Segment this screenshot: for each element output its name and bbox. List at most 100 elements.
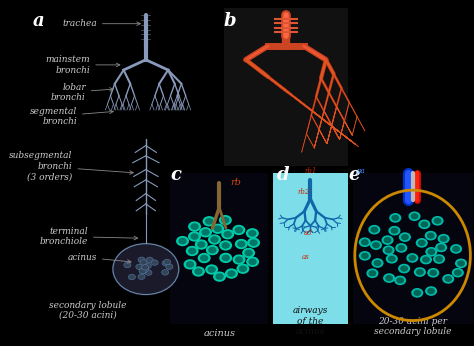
Circle shape: [419, 240, 425, 245]
Circle shape: [189, 232, 201, 241]
Text: c: c: [170, 166, 181, 184]
Circle shape: [412, 289, 423, 297]
Circle shape: [177, 237, 188, 246]
Circle shape: [453, 246, 459, 251]
Circle shape: [436, 243, 447, 252]
Circle shape: [369, 271, 375, 276]
Circle shape: [420, 255, 431, 264]
Circle shape: [164, 259, 171, 265]
Circle shape: [382, 236, 393, 244]
Text: rb: rb: [230, 178, 241, 187]
Circle shape: [233, 226, 245, 235]
Circle shape: [440, 236, 447, 241]
Circle shape: [386, 276, 392, 281]
Circle shape: [249, 231, 256, 236]
Circle shape: [209, 247, 216, 253]
Text: secondary lobule
(20-30 acini): secondary lobule (20-30 acini): [49, 301, 127, 320]
Circle shape: [458, 261, 464, 266]
Circle shape: [423, 257, 429, 262]
Circle shape: [372, 259, 383, 267]
Circle shape: [145, 270, 152, 275]
Circle shape: [214, 272, 225, 281]
Circle shape: [359, 252, 370, 260]
Circle shape: [206, 219, 212, 224]
Circle shape: [248, 238, 259, 247]
Circle shape: [436, 256, 442, 262]
Circle shape: [443, 275, 454, 283]
Circle shape: [426, 287, 437, 295]
Circle shape: [211, 237, 218, 242]
Circle shape: [371, 241, 381, 249]
Circle shape: [146, 257, 153, 263]
Circle shape: [186, 246, 198, 255]
Circle shape: [203, 217, 215, 226]
Circle shape: [138, 257, 145, 263]
FancyBboxPatch shape: [170, 173, 268, 324]
Circle shape: [455, 270, 461, 275]
Text: trachea: trachea: [62, 19, 140, 28]
Text: ad: ad: [304, 229, 312, 237]
Circle shape: [206, 265, 218, 274]
Circle shape: [144, 263, 151, 269]
Circle shape: [222, 243, 229, 248]
Circle shape: [198, 242, 205, 247]
Circle shape: [383, 246, 394, 254]
Circle shape: [359, 238, 370, 246]
Circle shape: [398, 245, 404, 251]
Circle shape: [226, 269, 237, 278]
Circle shape: [373, 243, 379, 248]
Circle shape: [228, 271, 235, 276]
FancyBboxPatch shape: [224, 8, 348, 166]
Circle shape: [438, 245, 444, 250]
Circle shape: [214, 226, 221, 231]
Circle shape: [233, 255, 245, 264]
Circle shape: [390, 214, 401, 222]
Circle shape: [136, 264, 143, 270]
Circle shape: [428, 249, 435, 254]
Circle shape: [195, 240, 207, 249]
Circle shape: [415, 268, 425, 276]
Circle shape: [243, 248, 255, 257]
Text: airways
of the
acinus: airways of the acinus: [292, 306, 328, 336]
Circle shape: [419, 220, 429, 228]
Circle shape: [239, 266, 246, 271]
Circle shape: [179, 238, 186, 244]
Circle shape: [209, 235, 220, 244]
Circle shape: [425, 231, 436, 240]
Circle shape: [417, 239, 427, 247]
Text: d: d: [277, 166, 290, 184]
Circle shape: [409, 212, 420, 220]
Text: lobar
bronchi: lobar bronchi: [51, 83, 113, 102]
Circle shape: [128, 274, 136, 280]
Circle shape: [236, 239, 247, 248]
Circle shape: [202, 230, 209, 235]
Circle shape: [222, 218, 229, 223]
Circle shape: [456, 259, 466, 267]
Circle shape: [247, 257, 258, 266]
Circle shape: [428, 269, 438, 277]
Circle shape: [430, 270, 437, 275]
Text: as: as: [302, 253, 310, 261]
Circle shape: [407, 254, 418, 262]
Circle shape: [362, 253, 368, 258]
Circle shape: [222, 255, 229, 261]
Text: 20-30 acini per
secondary lobule: 20-30 acini per secondary lobule: [374, 317, 451, 336]
Circle shape: [389, 227, 400, 235]
Circle shape: [392, 216, 399, 220]
Circle shape: [391, 228, 398, 233]
Circle shape: [238, 242, 245, 247]
Circle shape: [138, 274, 145, 280]
Circle shape: [434, 218, 441, 223]
Circle shape: [195, 269, 202, 274]
FancyBboxPatch shape: [273, 173, 348, 324]
Text: pa: pa: [357, 167, 365, 175]
Circle shape: [139, 268, 146, 274]
Circle shape: [367, 269, 378, 277]
Text: terminal
bronchiole: terminal bronchiole: [40, 227, 137, 246]
Text: rb1: rb1: [304, 167, 317, 175]
Circle shape: [245, 250, 252, 256]
Circle shape: [399, 264, 410, 273]
Circle shape: [236, 257, 243, 262]
Text: segmental
bronchi: segmental bronchi: [30, 107, 113, 126]
Text: e: e: [348, 166, 360, 184]
